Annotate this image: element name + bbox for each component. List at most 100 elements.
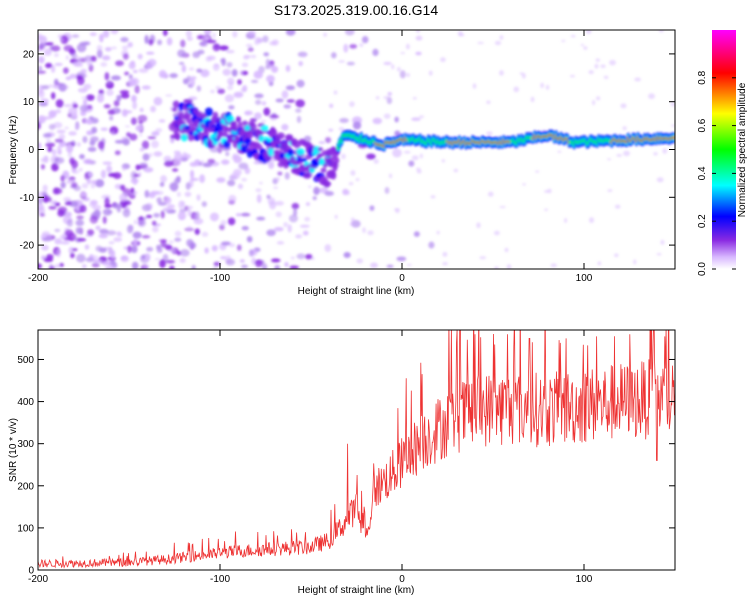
spectrogram-noise-cell	[40, 163, 45, 170]
spectrogram-noise-cell	[609, 59, 616, 66]
spectrogram-noise-cell	[428, 70, 433, 76]
spectrogram-noise-cell	[225, 49, 235, 54]
spectrogram-noise-cell	[148, 39, 154, 46]
spectrogram-noise-cell	[411, 155, 419, 161]
spectrogram-noise-cell	[259, 181, 263, 185]
spectrogram-noise-cell	[595, 96, 601, 101]
spectrogram-ridge-cell	[222, 131, 229, 138]
spectrogram-noise-cell	[132, 101, 138, 110]
spectrogram-noise-cell	[79, 153, 85, 160]
spectrogram-ridge-cell	[184, 111, 192, 119]
spectrogram-noise-cell	[221, 57, 226, 67]
spectrogram-noise-cell	[227, 217, 236, 226]
spectrogram-noise-cell	[186, 226, 192, 230]
spectrogram-noise-cell	[477, 41, 484, 45]
spectrogram-noise-cell	[72, 103, 79, 109]
spectrogram-noise-cell	[662, 148, 668, 154]
spectrogram-ridge-cell	[223, 140, 231, 149]
spectrogram-noise-cell	[250, 54, 257, 59]
spectrogram-noise-cell	[91, 262, 100, 268]
spectrogram-noise-cell	[151, 131, 160, 136]
spectrogram-noise-cell	[154, 258, 161, 261]
spectrogram-noise-cell	[318, 141, 326, 145]
spectrogram-noise-cell	[76, 43, 87, 53]
spectrogram-noise-cell	[441, 159, 446, 163]
spectrogram-noise-cell	[245, 43, 253, 48]
spectrogram-noise-cell	[607, 158, 612, 161]
snr-frame	[37, 329, 676, 571]
spectrogram-noise-cell	[126, 132, 132, 138]
spectrogram-noise-cell	[165, 259, 176, 264]
spectrogram-noise-cell	[513, 86, 520, 93]
spectrogram-noise-cell	[42, 195, 49, 203]
spectrogram-noise-cell	[372, 117, 383, 125]
spectrogram-noise-cell	[188, 242, 197, 249]
spectrogram-noise-cell	[201, 231, 209, 237]
snr-y-tick-label: 300	[17, 439, 34, 450]
spectrogram-noise-cell	[459, 33, 465, 37]
spectrogram-noise-cell	[359, 43, 364, 48]
spectrogram-noise-cell	[75, 219, 85, 227]
spectrogram-noise-cell	[139, 162, 148, 168]
spectrogram-ridge-cell	[317, 147, 323, 152]
spectrogram-noise-cell	[350, 217, 355, 223]
spectrogram-noise-cell	[128, 62, 136, 70]
spectrogram-noise-cell	[269, 200, 277, 210]
spectrogram-noise-cell	[110, 75, 121, 81]
snr-y-tick-label: 100	[17, 523, 34, 534]
spectrogram-noise-cell	[100, 62, 108, 67]
spectrogram-noise-cell	[76, 237, 87, 242]
spectrogram-noise-cell	[222, 68, 232, 76]
spectrogram-noise-cell	[151, 220, 157, 226]
spectrogram-noise-cell	[105, 259, 110, 265]
spectrogram-noise-cell	[97, 140, 105, 150]
spectrogram-noise-cell	[38, 56, 45, 64]
spectrogram-noise-cell	[191, 264, 196, 269]
snr-axes: -200 -100 0 100 0 100 200 300 400 500	[17, 330, 675, 585]
spectrogram-noise-cell	[164, 160, 174, 167]
spectrogram-noise-cell	[173, 152, 183, 162]
spectrogram-noise-cell	[247, 30, 257, 37]
colorbar-tick-label: 0.6	[697, 118, 708, 132]
spectrogram-noise-cell	[352, 121, 362, 130]
spectrogram-noise-cell	[350, 170, 356, 176]
spectrogram-noise-cell	[87, 229, 95, 236]
spectrogram-noise-cell	[119, 90, 130, 94]
spectrogram-blobs	[38, 30, 675, 269]
spectrogram-noise-cell	[165, 94, 173, 97]
snr-plot-area	[38, 330, 675, 570]
spectrogram-noise-cell	[55, 109, 62, 114]
spectrogram-noise-cell	[104, 72, 110, 81]
spectrogram-noise-cell	[204, 30, 211, 35]
snr-panel: -200 -100 0 100 0 100 200 300 400 500 Height of s…	[8, 329, 676, 596]
spectrogram-noise-cell	[166, 204, 176, 209]
snr-y-tick-label: 200	[17, 481, 34, 492]
spectrogram-noise-cell	[277, 171, 283, 176]
spectrogram-noise-cell	[212, 266, 218, 269]
spectrogram-noise-cell	[269, 114, 280, 119]
spectrogram-noise-cell	[308, 185, 312, 188]
spectrogram-noise-cell	[324, 136, 332, 144]
spectrogram-noise-cell	[88, 173, 93, 177]
spectrogram-noise-cell	[163, 155, 172, 163]
spectrogram-noise-cell	[48, 110, 57, 118]
spectrogram-noise-cell	[48, 124, 56, 130]
spectrogram-noise-cell	[284, 172, 290, 180]
spectrogram-noise-cell	[343, 43, 349, 53]
spectrogram-noise-cell	[69, 157, 75, 165]
spectrogram-noise-cell	[296, 79, 305, 88]
spectrogram-noise-cell	[237, 79, 242, 85]
snr-x-tick-label: 100	[576, 574, 593, 585]
spectrogram-y-tick-label: 0	[28, 145, 34, 156]
spectrogram-noise-cell	[658, 30, 664, 33]
spectrogram-noise-cell	[57, 209, 66, 217]
spectrogram-noise-cell	[145, 51, 155, 55]
spectrogram-noise-cell	[165, 244, 173, 251]
spectrogram-noise-cell	[89, 215, 99, 224]
spectrogram-ridge-cell	[212, 111, 219, 119]
spectrogram-noise-cell	[38, 121, 42, 130]
spectrogram-noise-cell	[120, 93, 130, 99]
spectrogram-noise-cell	[499, 70, 504, 76]
spectrogram-noise-cell	[287, 224, 292, 233]
spectrogram-noise-cell	[137, 219, 146, 227]
